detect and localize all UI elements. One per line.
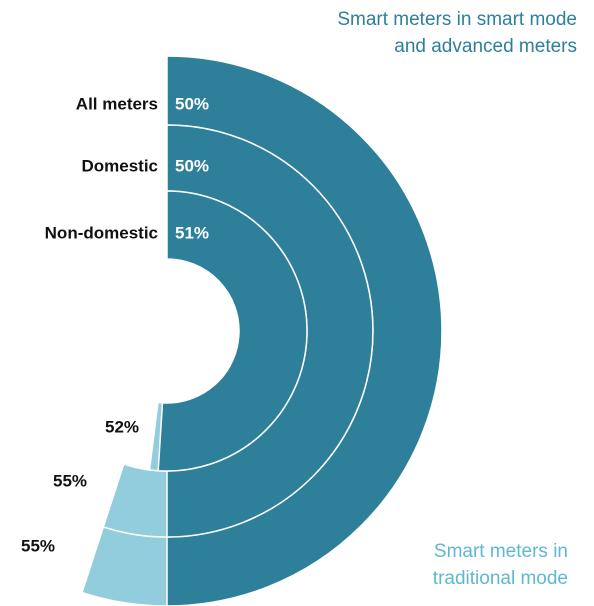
value-label: 55% [53,471,87,490]
legend-light: Smart meters in traditional mode [432,541,568,589]
value-label: 51% [175,223,209,242]
value-label: 50% [175,156,209,175]
category-label: Domestic [81,156,158,175]
legend-dark: Smart meters in smart mode and advanced … [337,9,577,57]
value-label: 55% [21,536,55,555]
value-label: 52% [105,417,139,436]
ring-segment [157,190,308,472]
value-label: 50% [175,94,209,113]
category-label: Non-domestic [45,223,158,242]
category-label: All meters [76,94,158,113]
